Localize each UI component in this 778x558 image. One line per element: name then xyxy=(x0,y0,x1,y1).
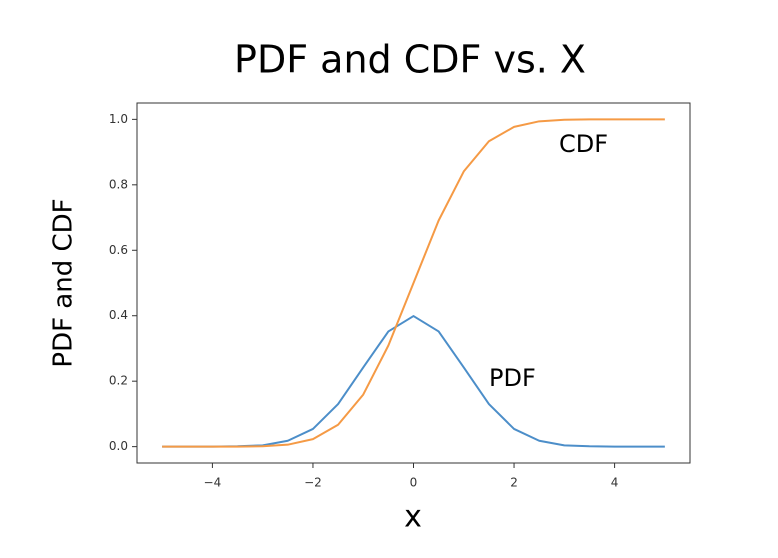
x-tick-label: −4 xyxy=(204,476,222,490)
y-tick-label: 1.0 xyxy=(109,112,128,126)
y-tick-label: 0.6 xyxy=(109,243,128,257)
chart-title: PDF and CDF vs. X xyxy=(234,38,586,82)
x-tick-label: 4 xyxy=(611,476,619,490)
y-tick-label: 0.8 xyxy=(109,177,128,191)
y-tick-label: 0.4 xyxy=(109,308,128,322)
annotation: PDF xyxy=(489,364,536,392)
y-tick-label: 0.2 xyxy=(109,374,128,388)
y-tick-label: 0.0 xyxy=(109,439,128,453)
x-tick-label: 2 xyxy=(510,476,518,490)
x-tick-label: 0 xyxy=(410,476,418,490)
x-axis-label: x xyxy=(404,500,422,535)
line-series xyxy=(162,118,665,448)
y-axis-label: PDF and CDF xyxy=(49,198,79,367)
line-series xyxy=(162,315,665,448)
annotation: CDF xyxy=(559,130,608,158)
x-tick-label: −2 xyxy=(304,476,322,490)
